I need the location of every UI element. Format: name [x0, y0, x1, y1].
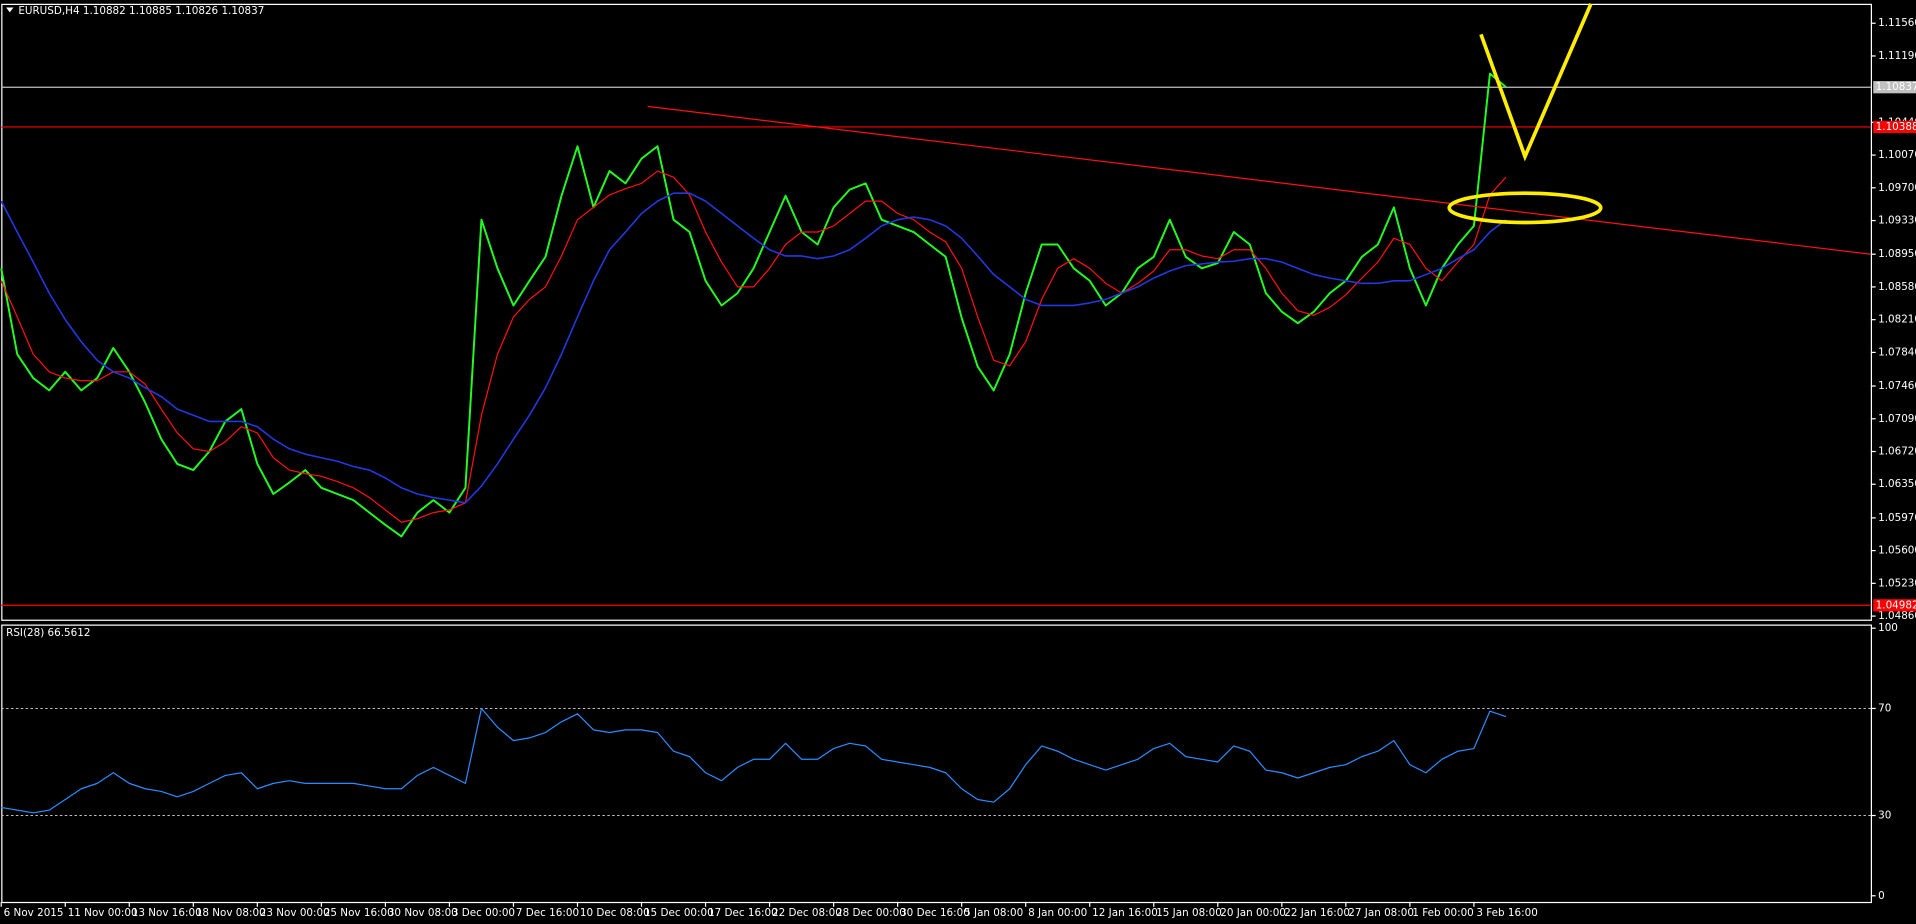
x-tick-label: 8 Jan 00:00 [1028, 907, 1087, 919]
y-tick-label: 1.07460 [1878, 380, 1916, 392]
rsi-title: RSI(28) 66.5612 [6, 627, 90, 639]
y-tick-label: 1.04860 [1878, 610, 1916, 622]
x-tick-label: 23 Nov 00:00 [260, 907, 330, 919]
trend-line [647, 105, 1871, 255]
x-tick-label: 11 Nov 00:00 [68, 907, 138, 919]
rsi-panel-frame [1, 624, 1873, 904]
price-label: 1.10388 [1876, 121, 1916, 133]
y-tick-label: 1.11190 [1878, 50, 1916, 62]
x-tick-label: 7 Dec 16:00 [516, 907, 579, 919]
price-label: 1.04982 [1876, 599, 1916, 611]
x-tick-label: 22 Dec 08:00 [772, 907, 842, 919]
x-tick-label: 30 Dec 16:00 [900, 907, 970, 919]
y-tick-label: 1.09330 [1878, 215, 1916, 227]
x-tick-label: 15 Dec 00:00 [644, 907, 714, 919]
price-label-box [1873, 120, 1916, 134]
y-tick-label: 1.08210 [1878, 314, 1916, 326]
series-line [1, 707, 1507, 814]
x-tick-label: 18 Nov 08:00 [196, 907, 266, 919]
x-tick-label: 15 Jan 08:00 [1156, 907, 1222, 919]
x-tick-label: 20 Jan 00:00 [1220, 907, 1286, 919]
price-title: EURUSD,H4 1.10882 1.10885 1.10826 1.1083… [18, 5, 264, 17]
projection-drawing [1479, 3, 1593, 162]
y-tick-label: 1.06720 [1878, 446, 1916, 458]
x-tick-label: 12 Jan 16:00 [1092, 907, 1158, 919]
y-tick-label: 100 [1878, 622, 1898, 634]
x-tick-label: 1 Feb 00:00 [1412, 907, 1473, 919]
x-tick-label: 25 Nov 16:00 [324, 907, 394, 919]
x-tick-label: 5 Jan 08:00 [964, 907, 1023, 919]
y-tick-label: 1.08950 [1878, 248, 1916, 260]
x-tick-label: 28 Dec 00:00 [836, 907, 906, 919]
price-panel-frame [1, 3, 1873, 621]
y-tick-label: 1.06350 [1878, 478, 1916, 490]
y-tick-label: 1.05600 [1878, 545, 1916, 557]
y-tick-label: 0 [1878, 890, 1885, 902]
y-tick-label: 1.11560 [1878, 17, 1916, 29]
x-tick-label: 10 Dec 08:00 [580, 907, 650, 919]
x-tick-label: 3 Feb 16:00 [1476, 907, 1537, 919]
price-label-box [1873, 599, 1916, 612]
x-tick-label: 30 Nov 08:00 [388, 907, 458, 919]
y-tick-label: 1.07840 [1878, 346, 1916, 358]
series-line [0, 72, 1507, 538]
x-tick-label: 13 Nov 16:00 [132, 907, 202, 919]
y-tick-label: 1.10070 [1878, 149, 1916, 161]
x-tick-label: 27 Jan 08:00 [1348, 907, 1414, 919]
x-tick-label: 3 Dec 00:00 [452, 907, 515, 919]
x-tick-label: 22 Jan 16:00 [1284, 907, 1350, 919]
y-tick-label: 1.05970 [1878, 512, 1916, 524]
x-tick-label: 6 Nov 2015 [4, 907, 64, 919]
y-tick-label: 30 [1878, 810, 1891, 822]
y-tick-label: 1.07090 [1878, 413, 1916, 425]
price-label-box [1873, 81, 1916, 94]
y-tick-label: 1.09700 [1878, 182, 1916, 194]
y-tick-label: 1.08580 [1878, 281, 1916, 293]
y-tick-label: 1.05230 [1878, 577, 1916, 589]
series-line [0, 192, 1507, 504]
menu-arrow[interactable] [6, 7, 14, 13]
plot-layer: 1.115601.111901.104401.100701.097001.093… [0, 17, 1916, 919]
series-line [0, 170, 1507, 523]
x-tick-label: 17 Dec 16:00 [708, 907, 778, 919]
y-tick-label: 70 [1878, 702, 1891, 714]
price-label: 1.10837 [1876, 81, 1916, 93]
highlight-ellipse [1447, 191, 1603, 225]
